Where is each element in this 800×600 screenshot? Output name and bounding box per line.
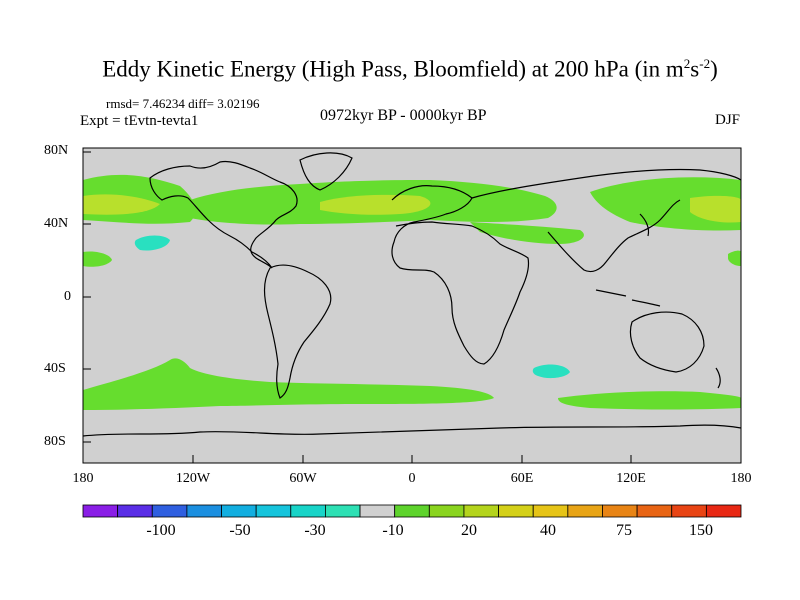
- sh-band-indian: [558, 391, 741, 410]
- patch-west-pacific: [728, 250, 741, 266]
- y-tick-label-80n: 80N: [44, 143, 69, 158]
- x-tick-label-120e: 120E: [616, 471, 646, 486]
- colorbar-box: [117, 504, 153, 518]
- y-ticks: [83, 151, 91, 443]
- colorbar-box: [498, 504, 534, 518]
- patch-east-pacific: [83, 251, 112, 267]
- coastlines: [82, 152, 742, 437]
- colorbar-box: [428, 504, 465, 518]
- coast-new-zealand: [715, 367, 721, 389]
- nh-core-pacific-west: [83, 194, 160, 215]
- colorbar-box: [705, 504, 742, 518]
- colorbar-box: [255, 504, 292, 518]
- colorbar-box: [532, 504, 569, 518]
- y-tick-label-80s: 80S: [44, 434, 66, 449]
- chart-title: Eddy Kinetic Energy (High Pass, Bloomfie…: [102, 56, 718, 82]
- coast-south-america: [263, 264, 332, 399]
- y-tick-label-40s: 40S: [44, 361, 66, 376]
- nh-core-pacific-east: [690, 195, 741, 223]
- x-tick-label-180e: 180: [730, 471, 752, 486]
- x-tick-label-0: 0: [408, 471, 416, 486]
- nh-band-asia: [470, 222, 584, 244]
- colorbar-box: [82, 504, 119, 518]
- coast-asia: [471, 168, 742, 273]
- y-tick-label-0: 0: [64, 289, 71, 304]
- colorbar-label: -30: [304, 522, 326, 539]
- coast-north-america: [149, 160, 298, 269]
- colorbar-label: 40: [540, 522, 556, 539]
- colorbar-box: [151, 504, 188, 518]
- x-tick-label-60w: 60W: [289, 471, 317, 486]
- colorbar-box: [325, 504, 361, 518]
- nh-core-atlantic: [320, 194, 431, 215]
- x-tick-label-120w: 120W: [175, 471, 211, 486]
- colorbar-label: -100: [146, 522, 176, 539]
- colorbar-box: [186, 504, 222, 518]
- eke-field: [83, 174, 741, 410]
- colorbar-box: [671, 504, 707, 518]
- colorbar-label: -10: [382, 522, 404, 539]
- colorbar-box: [359, 504, 396, 518]
- colorbar-box: [567, 504, 603, 518]
- colorbar-box: [636, 504, 673, 518]
- colorbar-box: [463, 504, 499, 518]
- colorbar-label: 20: [461, 522, 477, 539]
- coast-indonesia: [595, 289, 661, 307]
- experiment-label: Expt = tEvtn-tevta1: [80, 113, 199, 129]
- x-ticks: [82, 455, 742, 463]
- coast-antarctica: [82, 424, 742, 437]
- colorbar-label: -50: [229, 522, 251, 539]
- coast-australia: [629, 311, 705, 373]
- x-tick-label-60e: 60E: [510, 471, 534, 486]
- colorbar-label: 75: [616, 522, 632, 539]
- cyan-patch-north-pacific: [134, 235, 170, 251]
- colorbar-box: [221, 504, 257, 518]
- x-tick-label-180w: 180: [72, 471, 94, 486]
- coast-japan: [639, 213, 650, 237]
- colorbar: [82, 504, 742, 518]
- colorbar-box: [602, 504, 638, 518]
- coast-europe-africa: [391, 185, 530, 365]
- coast-greenland: [299, 152, 353, 191]
- y-tick-label-40n: 40N: [44, 216, 69, 231]
- cyan-patch-south-indian: [532, 364, 570, 379]
- colorbar-label: 150: [689, 522, 713, 539]
- season-label: DJF: [714, 112, 740, 128]
- colorbar-box: [290, 504, 326, 518]
- colorbar-box: [394, 504, 430, 518]
- period-label: 0972kyr BP - 0000kyr BP: [320, 107, 487, 124]
- rmsd-diff-stats: rmsd= 7.46234 diff= 3.02196: [106, 96, 260, 111]
